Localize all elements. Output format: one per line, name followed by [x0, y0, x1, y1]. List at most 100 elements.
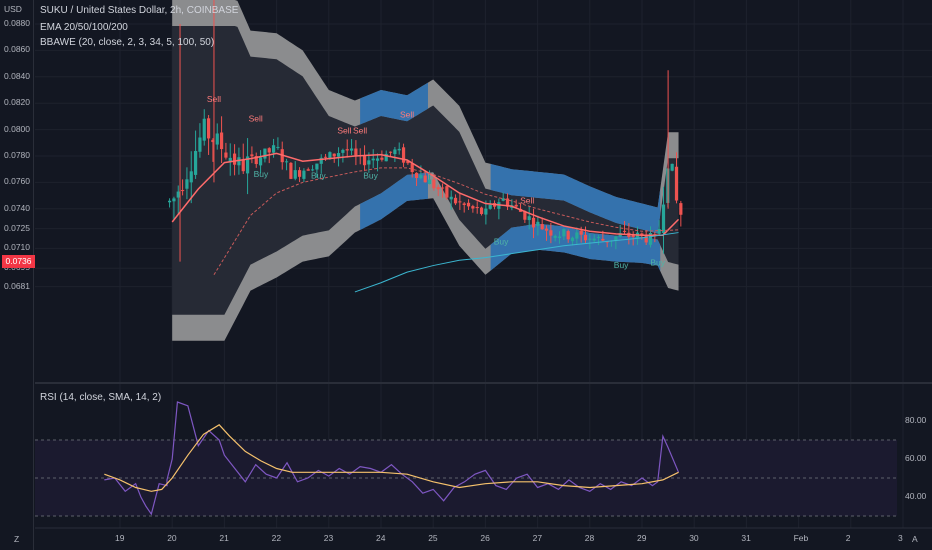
- price-axis-label: 0.0725: [4, 222, 30, 233]
- candle-down: [479, 207, 484, 214]
- candle-down: [471, 206, 475, 209]
- time-axis-label: 22: [271, 533, 282, 543]
- candle-down: [414, 172, 419, 179]
- candle-down: [250, 154, 254, 157]
- candle-up: [176, 191, 180, 198]
- candle-down: [241, 159, 245, 172]
- candle-up: [185, 179, 189, 189]
- candle-up: [488, 204, 492, 209]
- candle-down: [354, 148, 358, 156]
- candle-down: [566, 231, 570, 240]
- candle-up: [189, 171, 193, 183]
- candle-up: [614, 236, 618, 241]
- candle-down: [514, 204, 518, 207]
- candle-down: [180, 190, 185, 192]
- symbol-legend[interactable]: SUKU / United States Dollar, 2h, COINBAS…: [40, 5, 238, 16]
- candle-up: [245, 156, 250, 174]
- candle-down: [306, 169, 310, 171]
- timezone-button[interactable]: Z: [14, 534, 20, 544]
- candle-down: [380, 157, 384, 160]
- auto-scale-button[interactable]: A: [912, 534, 918, 544]
- rsi-legend-label: RSI (14, close, SMA, 14, 2): [40, 392, 162, 403]
- price-axis-label: 0.0840: [4, 70, 30, 81]
- candle-up: [302, 170, 306, 179]
- candle-up: [484, 208, 488, 215]
- ema-20-line: [171, 152, 680, 236]
- candle-up: [375, 158, 380, 161]
- candle-up: [258, 157, 263, 166]
- candle-up: [167, 200, 172, 203]
- sell-signal-label: Sell: [353, 126, 367, 136]
- price-axis[interactable]: [0, 0, 34, 550]
- candle-up: [427, 179, 432, 185]
- candle-down: [401, 147, 406, 163]
- candle-up: [310, 169, 315, 171]
- candle-up: [336, 153, 341, 157]
- buy-signal-label: Buy: [650, 258, 665, 268]
- time-axis-label: 20: [167, 533, 177, 543]
- candle-down: [583, 234, 588, 241]
- price-axis-label: 0.0681: [4, 280, 30, 291]
- candle-down: [544, 228, 549, 231]
- candle-down: [674, 166, 679, 201]
- candle-down: [423, 175, 427, 183]
- price-axis-label: 0.0740: [4, 202, 30, 213]
- candle-down: [332, 153, 336, 157]
- bbawe-legend[interactable]: BBAWE (20, close, 2, 3, 34, 5, 100, 50): [40, 37, 214, 48]
- price-axis-label: 0.0820: [4, 97, 30, 108]
- time-axis-label: 27: [532, 533, 543, 543]
- candle-down: [540, 224, 544, 230]
- upper-squeeze-ribbon: [490, 163, 661, 234]
- candle-down: [323, 156, 328, 158]
- ema-legend-label: EMA 20/50/100/200: [40, 22, 128, 33]
- time-axis-label: 31: [741, 533, 751, 543]
- candle-up: [588, 238, 592, 240]
- rsi-axis-label: 60.00: [905, 453, 927, 463]
- candle-up: [215, 133, 219, 145]
- candle-down: [211, 139, 215, 143]
- rsi-axis-label: 40.00: [905, 491, 927, 501]
- candle-down: [640, 233, 644, 235]
- candle-down: [601, 238, 605, 241]
- candle-up: [284, 161, 289, 163]
- candle-up: [276, 146, 280, 148]
- candle-up: [393, 149, 397, 155]
- candle-up: [371, 158, 375, 161]
- rsi-legend[interactable]: RSI (14, close, SMA, 14, 2): [40, 392, 161, 403]
- candle-down: [453, 197, 458, 204]
- candle-up: [384, 153, 388, 162]
- price-axis-label: 0.0860: [4, 44, 30, 55]
- candle-up: [271, 145, 276, 153]
- candle-down: [219, 132, 224, 150]
- candle-up: [575, 232, 579, 239]
- candle-up: [562, 229, 566, 237]
- candle-down: [531, 217, 536, 228]
- time-axis-label: Feb: [793, 533, 809, 543]
- candle-up: [341, 149, 345, 153]
- candle-down: [549, 230, 553, 236]
- ema-50-line: [213, 167, 679, 276]
- candle-up: [172, 198, 176, 202]
- buy-signal-label: Buy: [254, 169, 269, 179]
- candle-down: [579, 230, 583, 235]
- candle-down: [267, 148, 271, 153]
- candle-up: [315, 163, 319, 170]
- candle-up: [670, 163, 674, 171]
- time-axis-label: 24: [376, 533, 386, 543]
- candle-down: [289, 162, 293, 179]
- candle-up: [618, 233, 622, 237]
- time-axis-label: 19: [115, 533, 125, 543]
- candle-down: [436, 187, 440, 190]
- candle-down: [631, 235, 635, 237]
- candle-up: [349, 148, 354, 151]
- buy-signal-label: Buy: [363, 170, 378, 180]
- candle-up: [293, 170, 297, 179]
- sell-signal-label: Sell: [400, 110, 414, 120]
- sell-signal-label: Sell: [207, 94, 221, 104]
- time-axis-label: 25: [428, 533, 438, 543]
- candle-down: [523, 211, 527, 220]
- candle-up: [501, 198, 505, 201]
- sell-signal-label: Sell: [337, 126, 351, 136]
- ema-legend[interactable]: EMA 20/50/100/200: [40, 22, 128, 33]
